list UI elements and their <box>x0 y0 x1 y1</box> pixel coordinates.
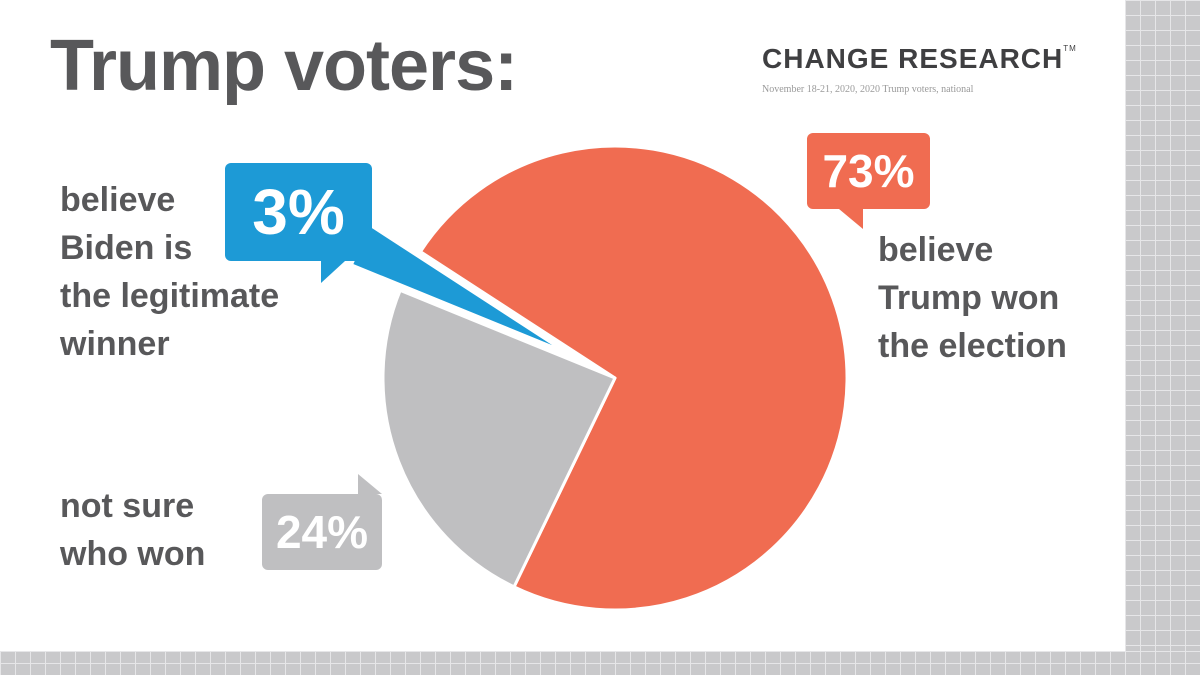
label-trump: believe Trump won the election <box>878 231 1067 365</box>
page-title: Trump voters: <box>50 26 518 106</box>
source-note: November 18-21, 2020, 2020 Trump voters,… <box>762 84 974 95</box>
callout-not-sure-percent: 24% <box>262 474 382 570</box>
grid-border-bottom <box>0 651 1200 675</box>
callout-trump-percent: 73% <box>807 133 930 229</box>
label-biden: believe Biden is the legitimate winner <box>60 181 280 363</box>
brand-logo-text: CHANGE RESEARCH <box>762 43 1064 74</box>
trademark-mark: TM <box>1063 44 1077 53</box>
grid-border-right <box>1125 0 1200 675</box>
pie-slice-not-sure <box>381 288 617 589</box>
pie-slice-trump-won <box>418 144 849 612</box>
callout-biden-percent: 3% <box>225 163 372 283</box>
brand-logo: CHANGE RESEARCHTM <box>762 45 1077 73</box>
label-not-sure: not sure who won <box>60 487 206 573</box>
